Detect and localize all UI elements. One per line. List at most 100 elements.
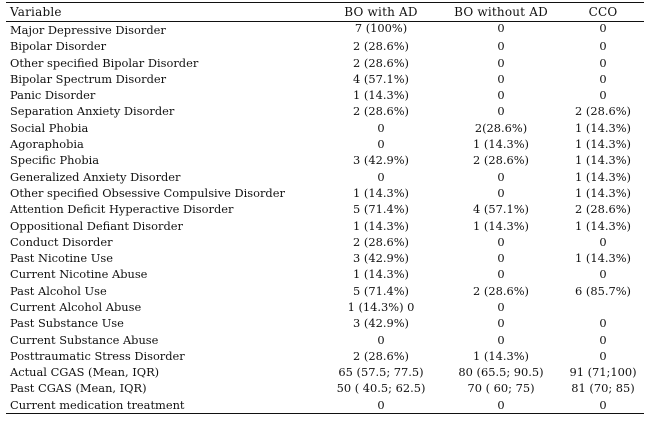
cell-bo-with-ad: 0 — [377, 120, 385, 135]
cell-cco: 81 (70; 85) — [571, 381, 635, 396]
cell-cco: 0 — [599, 234, 607, 249]
results-table: Variable BO with AD BO without AD CCO Ma… — [6, 2, 644, 415]
cell-bo-without-ad: 70 ( 60; 75) — [467, 381, 535, 396]
table-row: Generalized Anxiety Disorder 0 0 1 (14.3%) — [6, 169, 644, 185]
table-row: Specific Phobia 3 (42.9%) 2 (28.6%) 1 (14.3… — [6, 152, 644, 168]
cell-cco: 0 — [599, 316, 607, 331]
table-row: Other specified Obsessive Compulsive Dis… — [6, 185, 644, 201]
cell-variable: Past Alcohol Use — [10, 283, 107, 298]
cell-bo-without-ad: 0 — [497, 234, 505, 249]
cell-bo-without-ad: 0 — [497, 55, 505, 70]
cell-variable: Other specified Bipolar Disorder — [10, 55, 199, 70]
cell-bo-without-ad: 0 — [497, 316, 505, 331]
cell-bo-without-ad: 1 (14.3%) — [473, 348, 529, 363]
table-row: Posttraumatic Stress Disorder 2 (28.6%) 1 … — [6, 348, 644, 364]
cell-variable: Past Nicotine Use — [10, 251, 113, 266]
cell-bo-without-ad: 80 (65.5; 90.5) — [458, 365, 544, 380]
cell-bo-without-ad: 0 — [440, 396, 562, 415]
cell-cco: 0 — [599, 332, 607, 347]
cell-variable: Attention Deficit Hyperactive Disorder — [10, 202, 234, 217]
cell-cco: 1 (14.3%) — [575, 169, 631, 184]
cell-cco: 0 — [599, 39, 607, 54]
header-variable: Variable — [6, 2, 322, 22]
cell-bo-without-ad: 0 — [497, 39, 505, 54]
cell-bo-with-ad: 1 (14.3%) — [353, 185, 409, 200]
cell-bo-with-ad: 0 — [377, 332, 385, 347]
cell-bo-with-ad: 1 (14.3%) 0 — [347, 300, 415, 314]
header-bo-without-ad: BO without AD — [440, 2, 562, 22]
cell-variable: Posttraumatic Stress Disorder — [10, 348, 185, 363]
cell-bo-without-ad: 1 (14.3%) — [473, 218, 529, 233]
table-row: Other specified Bipolar Disorder 2 (28.6%… — [6, 55, 644, 71]
cell-variable: Social Phobia — [10, 120, 89, 135]
cell-bo-without-ad: 2 (28.6%) — [473, 153, 529, 168]
table-row: Conduct Disorder 2 (28.6%) 0 0 — [6, 234, 644, 250]
cell-cco: 2 (28.6%) — [575, 104, 631, 119]
cell-bo-without-ad: 0 — [497, 71, 505, 86]
cell-bo-without-ad: 0 — [497, 104, 505, 119]
table-row: Actual CGAS (Mean, IQR) 65 (57.5; 77.5) 80… — [6, 364, 644, 380]
cell-bo-with-ad: 4 (57.1%) — [353, 71, 409, 86]
cell-bo-without-ad: 1 (14.3%) — [473, 137, 529, 152]
cell-cco: 0 — [562, 396, 644, 415]
cell-cco: 0 — [599, 88, 607, 103]
cell-bo-with-ad: 2 (28.6%) — [353, 348, 409, 363]
cell-bo-with-ad: 5 (71.4%) — [353, 283, 409, 298]
cell-bo-with-ad: 0 — [322, 396, 440, 415]
cell-variable: Bipolar Spectrum Disorder — [10, 71, 167, 86]
cell-bo-without-ad: 0 — [497, 185, 505, 200]
cell-bo-with-ad: 0 — [377, 137, 385, 152]
cell-cco: 91 (71;100) — [569, 365, 637, 380]
cell-variable: Past CGAS (Mean, IQR) — [10, 381, 147, 396]
cell-bo-with-ad: 3 (42.9%) — [353, 153, 409, 168]
cell-variable: Current Substance Abuse — [10, 332, 159, 347]
cell-variable: Past Substance Use — [10, 316, 124, 331]
cell-variable: Generalized Anxiety Disorder — [10, 169, 181, 184]
table-row: Bipolar Disorder 2 (28.6%) 0 0 — [6, 38, 644, 54]
results-table-container: Variable BO with AD BO without AD CCO Ma… — [6, 2, 644, 415]
cell-bo-without-ad: 0 — [497, 267, 505, 282]
cell-bo-without-ad: 0 — [497, 332, 505, 347]
table-body: Major Depressive Disorder 7 (100%) 0 0 Bipol… — [6, 22, 644, 415]
cell-variable: Specific Phobia — [10, 153, 100, 168]
cell-bo-with-ad: 2 (28.6%) — [353, 104, 409, 119]
cell-cco: 2 (28.6%) — [575, 202, 631, 217]
header-cco: CCO — [562, 2, 644, 22]
cell-bo-without-ad: 0 — [497, 251, 505, 266]
cell-variable: Other specified Obsessive Compulsive Dis… — [10, 185, 285, 200]
table-row: Past Substance Use 3 (42.9%) 0 0 — [6, 315, 644, 331]
cell-bo-without-ad: 0 — [497, 300, 505, 314]
cell-variable: Panic Disorder — [10, 88, 96, 103]
cell-cco: 1 (14.3%) — [575, 120, 631, 135]
cell-bo-with-ad: 2 (28.6%) — [353, 55, 409, 70]
cell-bo-without-ad: 2 (28.6%) — [473, 283, 529, 298]
table-row: Past Nicotine Use 3 (42.9%) 0 1 (14.3%) — [6, 250, 644, 266]
cell-cco — [562, 299, 644, 315]
table-row: Oppositional Defiant Disorder 1 (14.3%) 1 … — [6, 217, 644, 233]
cell-bo-with-ad: 7 (100%) — [354, 21, 408, 35]
cell-cco: 0 — [599, 55, 607, 70]
cell-variable: Current Alcohol Abuse — [10, 300, 142, 314]
cell-bo-with-ad: 1 (14.3%) — [353, 218, 409, 233]
table-row: Panic Disorder 1 (14.3%) 0 0 — [6, 87, 644, 103]
cell-variable: Major Depressive Disorder — [10, 23, 166, 37]
table-row: Agoraphobia 0 1 (14.3%) 1 (14.3%) — [6, 136, 644, 152]
table-header: Variable BO with AD BO without AD CCO — [6, 2, 644, 22]
header-row: Variable BO with AD BO without AD CCO — [6, 2, 644, 22]
table-row: Bipolar Spectrum Disorder 4 (57.1%) 0 0 — [6, 71, 644, 87]
table-row: Current Alcohol Abuse 1 (14.3%) 0 0 — [6, 299, 644, 315]
table-row: Past CGAS (Mean, IQR) 50 ( 40.5; 62.5) 70 … — [6, 380, 644, 396]
cell-bo-with-ad: 0 — [377, 169, 385, 184]
cell-bo-with-ad: 5 (71.4%) — [353, 202, 409, 217]
cell-bo-with-ad: 65 (57.5; 77.5) — [338, 365, 424, 380]
cell-cco: 1 (14.3%) — [575, 251, 631, 266]
cell-bo-with-ad: 50 ( 40.5; 62.5) — [336, 381, 426, 396]
table-row: Major Depressive Disorder 7 (100%) 0 0 — [6, 22, 644, 39]
cell-variable: Current Nicotine Abuse — [10, 267, 148, 282]
cell-bo-without-ad: 2(28.6%) — [474, 120, 528, 135]
cell-variable: Agoraphobia — [10, 137, 84, 152]
cell-bo-with-ad: 3 (42.9%) — [353, 251, 409, 266]
cell-bo-without-ad: 4 (57.1%) — [473, 202, 529, 217]
cell-variable: Separation Anxiety Disorder — [10, 104, 175, 119]
cell-cco: 0 — [599, 267, 607, 282]
